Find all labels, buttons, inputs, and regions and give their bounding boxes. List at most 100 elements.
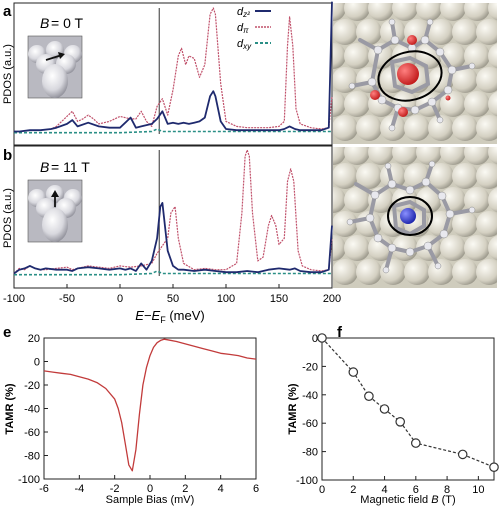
surface-atom — [368, 147, 394, 165]
panel-label-b: b — [3, 147, 12, 164]
x-axis-label-pdos: E−EF (meV) — [135, 308, 204, 325]
surface-atom — [333, 43, 346, 69]
surface-atom — [333, 3, 346, 21]
magnetization-arrow-icon — [45, 52, 65, 61]
x-tick-label: 8 — [444, 484, 450, 496]
y-tick-label: -20 — [24, 380, 40, 392]
surface-atom — [488, 43, 497, 69]
x-tick-label: 0 — [147, 483, 153, 495]
y-tick-label: -80 — [302, 447, 318, 459]
legend-label-dz2: dz² — [237, 6, 250, 19]
surface-atom — [333, 91, 346, 117]
surface-atom — [476, 259, 497, 285]
pdos-legend: dz² dπ dxy — [237, 6, 271, 51]
x-tick-label: -50 — [59, 293, 75, 305]
surface-atom — [356, 259, 382, 285]
x-axis-label-f: Magnetic field B (T) — [360, 494, 455, 506]
plot-frame — [43, 337, 257, 480]
y-tick-label: -20 — [302, 361, 318, 373]
surface-atom — [344, 43, 370, 69]
surface-atom — [440, 3, 466, 21]
panel-label-a: a — [3, 3, 12, 20]
y-tick-label: 20 — [28, 333, 40, 345]
surface-atom — [333, 211, 358, 237]
tamr-vs-field-chart: 0 2 4 6 8 10 -100 -80 -60 -40 -20 0 Magnetic field … — [287, 333, 499, 506]
svg-text:B: B — [40, 15, 49, 31]
svg-text:= 11 T: = 11 T — [51, 159, 90, 175]
data-point — [410, 438, 421, 448]
selection-ellipse-icon — [387, 196, 433, 236]
panel-label-e: e — [3, 324, 11, 341]
surface-atom — [333, 67, 358, 93]
y-axis-label-a: PDOS (a.u.) — [2, 44, 14, 104]
x-axis-label-e: Sample Bias (mV) — [106, 494, 195, 506]
surface-atom — [488, 91, 497, 117]
y-tick-label: 0 — [34, 357, 40, 369]
surface-atom — [392, 3, 418, 21]
surface-atom — [464, 147, 490, 165]
tip-apex-icon — [27, 179, 83, 243]
x-tick-label: 150 — [270, 293, 288, 305]
selection-ellipse-icon — [377, 50, 443, 102]
x-tick-labels: -100 -50 0 50 100 150 200 — [3, 284, 341, 305]
surface-atom — [476, 163, 497, 189]
surface-atom — [392, 147, 418, 165]
surface-atom — [452, 163, 478, 189]
series-line-dpi — [14, 7, 333, 133]
surface-atom — [416, 187, 442, 213]
series-line-dxy — [14, 270, 332, 276]
surface-atom — [344, 187, 370, 213]
surface-atom — [464, 235, 490, 261]
surface-atom — [476, 67, 497, 93]
x-tick-label: 0 — [117, 293, 123, 305]
surface-atom — [440, 235, 466, 261]
y-tick-label: -80 — [24, 451, 40, 463]
series-line-dxy — [14, 128, 332, 134]
annotation-b11: B = 11 T — [40, 159, 90, 175]
tip-apex-icon — [27, 35, 83, 99]
svg-text:= 0 T: = 0 T — [51, 15, 83, 31]
surface-atom — [333, 187, 346, 213]
x-tick-label: 50 — [167, 293, 179, 305]
surface-atom — [368, 3, 394, 21]
series-line-dz2 — [13, 201, 333, 275]
y-tick-label: -100 — [18, 474, 40, 486]
surface-atom — [428, 259, 454, 285]
surface-atom — [416, 147, 442, 165]
surface-atom — [476, 115, 497, 141]
surface-atom — [488, 147, 497, 165]
surface-atom — [333, 115, 358, 141]
pdos-chart-b0: dz² dπ dxy B = 0 T — [13, 1, 333, 146]
surface-atom — [428, 163, 454, 189]
x-tick-label: 2 — [182, 483, 188, 495]
x-tick-label: 200 — [323, 293, 341, 305]
surface-atom — [440, 147, 466, 165]
surface-atom — [452, 115, 478, 141]
surface-atom — [428, 19, 454, 45]
surface-atom — [488, 187, 497, 213]
blue-atom — [400, 208, 416, 224]
surface-atom — [488, 3, 497, 21]
surface-atom — [452, 259, 478, 285]
molecule-render-icon — [333, 147, 497, 288]
red-atom — [397, 63, 419, 85]
data-point — [379, 404, 390, 414]
surface-atom — [356, 163, 382, 189]
surface-atom — [356, 115, 382, 141]
x-tick-label: -4 — [74, 483, 84, 495]
y-tick-label: -40 — [302, 390, 318, 402]
surface-atom — [404, 259, 430, 285]
surface-atom — [333, 235, 346, 261]
x-tick-label: 4 — [218, 483, 224, 495]
surface-atom — [428, 115, 454, 141]
x-tick-label: 6 — [253, 483, 259, 495]
y-tick-label: -100 — [296, 475, 318, 487]
annotation-b0: B = 0 T — [40, 15, 83, 31]
pdos-chart-b11: B = 11 T -100 -50 0 50 100 150 200 E−EF (meV) — [3, 145, 341, 325]
surface-atom — [404, 115, 430, 141]
surface-atom — [380, 163, 406, 189]
surface-atom — [368, 235, 394, 261]
legend-label-dpi: dπ — [237, 22, 249, 35]
svg-text:B: B — [40, 159, 49, 175]
